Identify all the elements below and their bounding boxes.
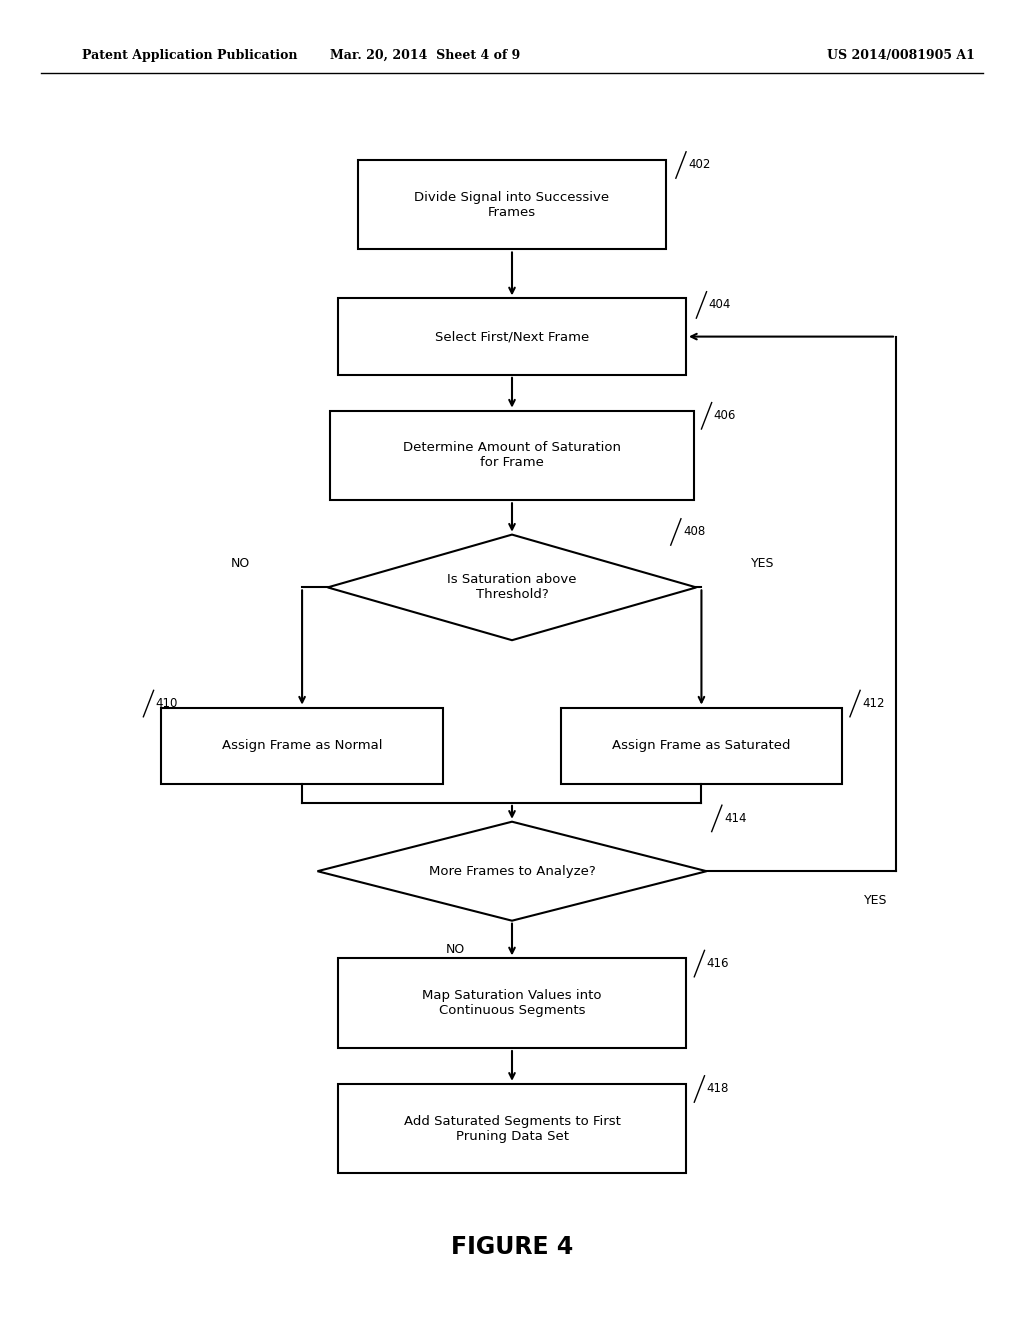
Text: NO: NO [446,944,465,956]
Polygon shape [317,821,707,921]
Text: Assign Frame as Normal: Assign Frame as Normal [222,739,382,752]
Text: Select First/Next Frame: Select First/Next Frame [435,330,589,343]
Text: 410: 410 [156,697,178,710]
Text: YES: YES [752,557,774,570]
Bar [161,708,442,784]
Text: Map Saturation Values into
Continuous Segments: Map Saturation Values into Continuous Se… [422,989,602,1018]
Text: Determine Amount of Saturation
for Frame: Determine Amount of Saturation for Frame [403,441,621,470]
Text: Patent Application Publication: Patent Application Publication [82,49,297,62]
Text: 404: 404 [709,298,731,312]
Text: US 2014/0081905 A1: US 2014/0081905 A1 [827,49,975,62]
Text: 406: 406 [714,409,736,422]
Text: Assign Frame as Saturated: Assign Frame as Saturated [612,739,791,752]
Text: More Frames to Analyze?: More Frames to Analyze? [429,865,595,878]
Text: FIGURE 4: FIGURE 4 [451,1236,573,1259]
Bar [338,958,686,1048]
Text: Divide Signal into Successive
Frames: Divide Signal into Successive Frames [415,190,609,219]
Bar [338,298,686,375]
Text: Is Saturation above
Threshold?: Is Saturation above Threshold? [447,573,577,602]
Text: Mar. 20, 2014  Sheet 4 of 9: Mar. 20, 2014 Sheet 4 of 9 [330,49,520,62]
Text: 402: 402 [688,158,711,172]
Text: 414: 414 [724,812,746,825]
Text: NO: NO [231,557,250,570]
Text: 408: 408 [683,525,706,539]
Bar [338,1084,686,1173]
Text: 412: 412 [862,697,885,710]
Bar [358,160,666,249]
Bar [330,411,694,500]
Polygon shape [328,535,696,640]
Text: YES: YES [864,894,887,907]
Text: 418: 418 [707,1082,729,1096]
Text: Add Saturated Segments to First
Pruning Data Set: Add Saturated Segments to First Pruning … [403,1114,621,1143]
Text: 416: 416 [707,957,729,970]
Bar [561,708,843,784]
